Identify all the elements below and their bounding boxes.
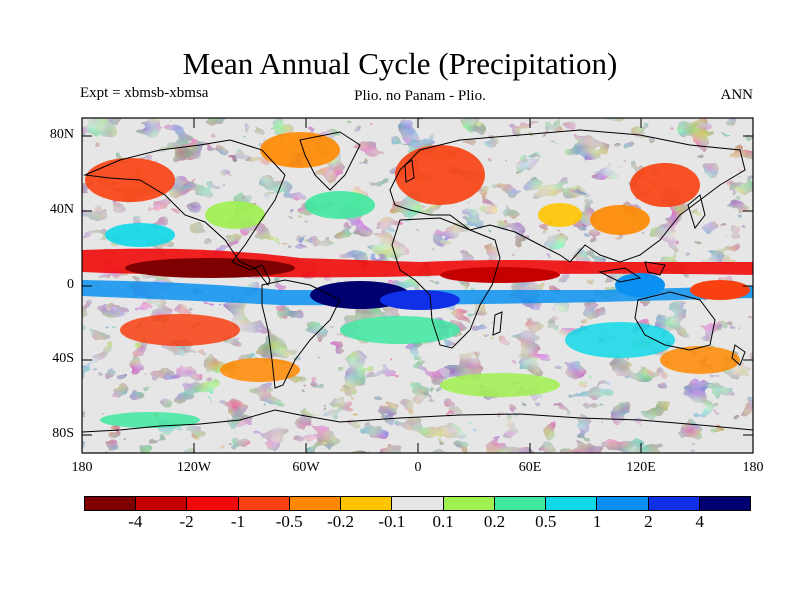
- lat-label-80n: 80N: [49, 127, 74, 142]
- legend-swatch: [597, 497, 649, 510]
- lon-label-0: 0: [414, 460, 422, 475]
- anomaly-patch: [100, 412, 200, 428]
- anomaly-patch: [690, 280, 750, 300]
- legend-swatch: [341, 497, 393, 510]
- tropical-min-patch: [380, 290, 460, 310]
- legend-label: -0.2: [327, 512, 354, 531]
- anomaly-patch: [538, 203, 582, 227]
- lon-label-180w: 180: [71, 460, 93, 475]
- anomaly-patch: [305, 191, 375, 219]
- lon-label-120e: 120E: [626, 460, 656, 475]
- legend-label: 4: [695, 512, 704, 531]
- tropical-max-patch: [440, 267, 560, 283]
- legend-label: -0.5: [275, 512, 303, 531]
- lon-label-60w: 60W: [292, 460, 320, 475]
- anomaly-patch: [590, 205, 650, 235]
- legend-swatch: [443, 497, 495, 510]
- anomaly-patch: [105, 223, 175, 247]
- subtitle-label: Plio. no Panam - Plio.: [354, 88, 486, 104]
- legend-swatch: [238, 497, 290, 510]
- lat-label-40s: 40S: [52, 351, 74, 366]
- legend-swatch: [648, 497, 700, 510]
- legend-label: -0.1: [378, 512, 406, 531]
- lon-label-180e: 180: [742, 460, 764, 475]
- anomaly-patch: [565, 322, 675, 358]
- lon-ticks: [193, 118, 642, 453]
- anomaly-patch: [630, 163, 700, 207]
- legend-label: 1: [592, 512, 602, 531]
- anomaly-patch: [260, 132, 340, 168]
- anomaly-patch: [85, 158, 175, 202]
- legend-swatch: [494, 497, 547, 510]
- legend-swatch: [392, 497, 444, 510]
- legend-swatch: [85, 497, 137, 510]
- legend-label: -4: [128, 512, 143, 531]
- lat-ticks: [82, 135, 753, 436]
- legend-swatch: [187, 497, 239, 510]
- tropical-max-patch: [125, 258, 295, 278]
- coastlines: [82, 129, 753, 433]
- legend-label: 0.1: [432, 512, 454, 531]
- color-legend-bar: [84, 496, 751, 511]
- legend-swatch: [546, 497, 598, 510]
- anomaly-patch: [615, 273, 665, 297]
- anomaly-patch: [395, 145, 485, 205]
- anomaly-patch: [120, 314, 240, 346]
- lon-label-60e: 60E: [518, 460, 542, 475]
- legend-label: -1: [230, 512, 245, 531]
- anomaly-patch: [660, 346, 740, 374]
- anomaly-patch: [340, 316, 460, 344]
- lon-label-120w: 120W: [176, 460, 212, 475]
- anomaly-patch: [205, 201, 265, 229]
- anomaly-patch: [440, 373, 560, 397]
- precip-field: [82, 118, 753, 453]
- lat-label-eq: 0: [67, 277, 74, 292]
- legend-label: 0.5: [535, 512, 557, 531]
- experiment-label: Expt = xbmsb-xbmsa: [80, 85, 209, 101]
- lat-label-40n: 40N: [49, 202, 74, 217]
- legend-swatch: [699, 497, 751, 510]
- legend-label: 0.2: [483, 512, 506, 531]
- legend-swatch: [136, 497, 188, 510]
- map-title: Mean Annual Cycle (Precipitation): [182, 46, 618, 81]
- period-label: ANN: [720, 87, 754, 103]
- legend-label: -2: [179, 512, 194, 531]
- lat-label-80s: 80S: [52, 426, 74, 441]
- legend-label: 2: [644, 512, 653, 531]
- anomaly-patch: [220, 358, 300, 382]
- legend-swatch: [289, 497, 342, 510]
